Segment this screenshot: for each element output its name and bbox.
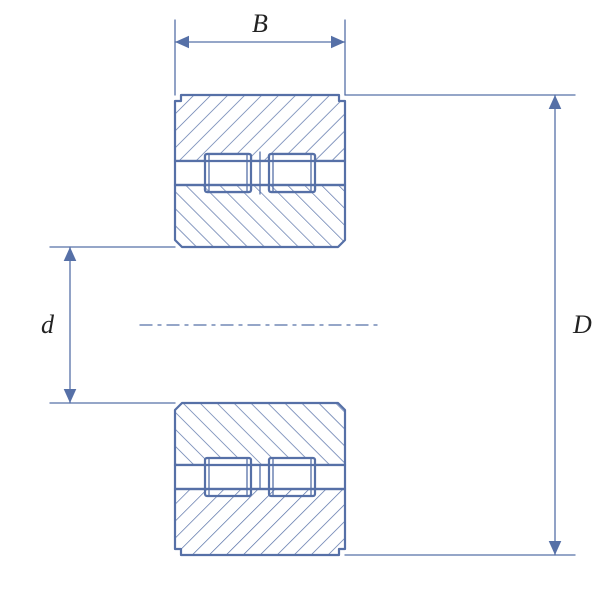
bearing-drawing: B Dd [0,0,600,600]
svg-text:D: D [572,310,592,339]
svg-text:d: d [41,310,55,339]
svg-text:B: B [252,9,268,38]
drawing-layer: B Dd [41,9,592,555]
